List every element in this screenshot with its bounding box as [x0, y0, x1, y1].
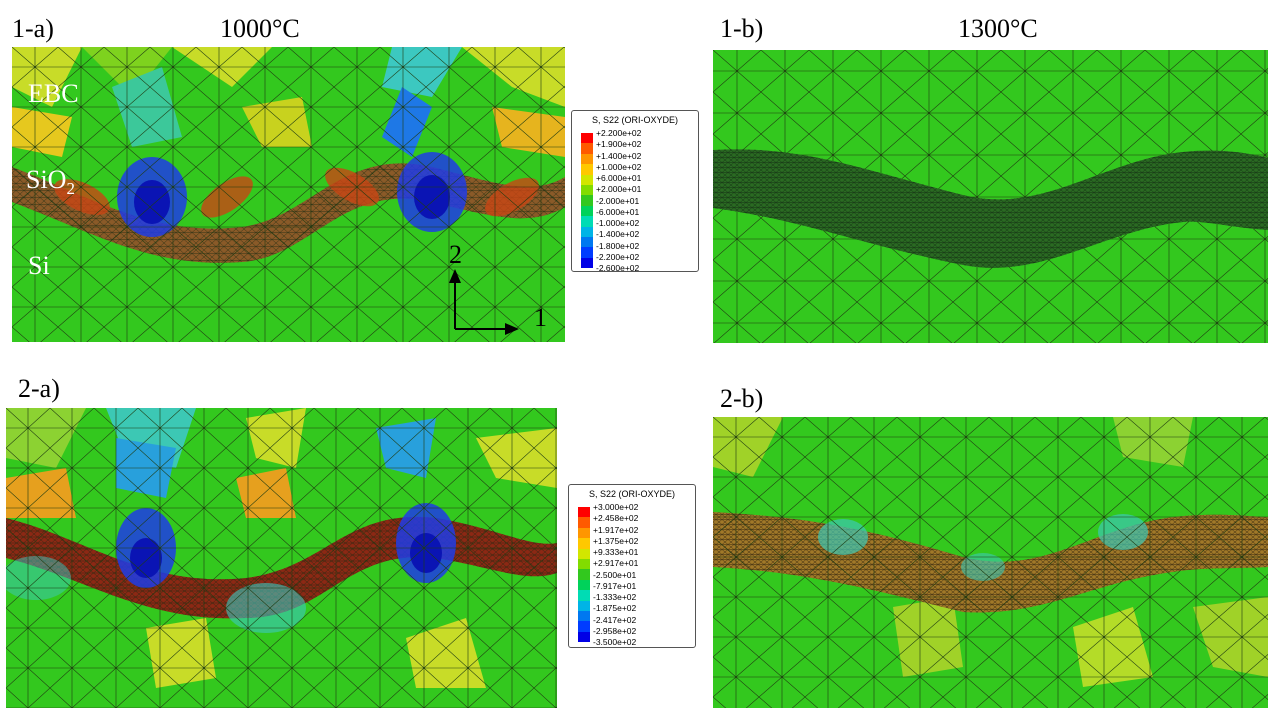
color-legend-1: S, S22 (ORI-OXYDE) +2.200e+02 +1.900e+02 +…	[571, 110, 699, 272]
legend-swatch	[578, 538, 590, 549]
legend-tick-label: -2.417e+02	[593, 614, 637, 625]
legend-swatch	[578, 579, 590, 591]
legend-swatch	[581, 216, 593, 227]
legend-swatch	[581, 153, 593, 165]
legend-tick-label: +6.000e+01	[596, 173, 642, 184]
temperature-label-1000: 1000°C	[220, 14, 300, 43]
legend-tick-label: -3.500e+02	[593, 637, 637, 648]
layer-label-sio2: SiO2	[26, 165, 75, 199]
legend-swatch	[578, 600, 590, 611]
stress-panel-2a	[6, 408, 557, 708]
layer-label-si: Si	[28, 251, 50, 280]
legend-tick-label: -2.000e+01	[596, 195, 640, 206]
legend-swatch	[578, 631, 590, 643]
legend-swatch	[578, 507, 590, 518]
legend-swatch	[581, 247, 593, 258]
legend-swatch	[578, 548, 590, 559]
legend-title-1: S, S22 (ORI-OXYDE)	[591, 115, 679, 125]
legend-swatch	[581, 133, 593, 144]
color-legend-2: S, S22 (ORI-OXYDE) +3.000e+02 +2.458e+02 +…	[568, 484, 696, 648]
legend-tick-label: +2.000e+01	[596, 184, 642, 195]
legend-tick-label: +3.000e+02	[593, 502, 639, 512]
legend-tick-label: -2.600e+02	[596, 263, 640, 274]
legend-swatch	[578, 569, 590, 580]
sio2-subscript: 2	[66, 179, 75, 199]
legend-swatch	[581, 237, 593, 248]
legend-swatch	[581, 226, 593, 237]
legend-swatch	[581, 185, 593, 196]
legend-tick-label: +2.917e+01	[593, 558, 639, 569]
legend-tick-label: -1.400e+02	[596, 229, 640, 240]
stress-panel-1b	[713, 50, 1268, 343]
legend-tick-label: -1.875e+02	[593, 603, 637, 614]
mesh-1b	[713, 50, 1268, 343]
panel-label-1a: 1-a)	[12, 14, 54, 43]
legend-tick-label: -7.917e+01	[593, 580, 637, 591]
legend-swatch	[581, 143, 593, 154]
legend-tick-label: +2.458e+02	[593, 513, 639, 524]
legend-tick-label: +9.333e+01	[593, 547, 639, 558]
legend-tick-label: -1.800e+02	[596, 240, 640, 251]
sio2-text: SiO	[26, 165, 67, 194]
legend-swatch	[581, 174, 593, 185]
temperature-label-1300: 1300°C	[958, 14, 1038, 43]
mesh-2b	[713, 417, 1268, 708]
legend-tick-label: -1.333e+02	[593, 592, 637, 603]
axis-label-1: 1	[534, 303, 547, 332]
panel-label-2b: 2-b)	[720, 384, 764, 413]
legend-tick-label: +1.917e+02	[593, 524, 639, 535]
legend-swatch	[581, 195, 593, 206]
legend-tick-label: +1.375e+02	[593, 535, 639, 546]
legend-tick-label: -2.958e+02	[593, 625, 637, 636]
legend-tick-label: -1.000e+02	[596, 218, 640, 229]
legend-tick-label: +2.200e+02	[596, 128, 642, 138]
stress-panel-1a: EBC SiO2 Si 2 1	[12, 47, 565, 342]
legend-swatch	[578, 559, 590, 570]
legend-swatch	[581, 164, 593, 175]
axis-label-2: 2	[449, 240, 462, 269]
legend-swatch	[581, 205, 593, 217]
legend-tick-label: -2.200e+02	[596, 251, 640, 262]
mesh-2a	[6, 408, 557, 708]
mesh-1a	[12, 47, 565, 342]
legend-swatch	[578, 527, 590, 539]
legend-tick-label: +1.900e+02	[596, 139, 642, 150]
panel-label-1b: 1-b)	[720, 14, 764, 43]
stress-panel-2b	[713, 417, 1268, 708]
layer-label-ebc: EBC	[28, 79, 79, 108]
legend-tick-label: -6.000e+01	[596, 206, 640, 217]
legend-title-2: S, S22 (ORI-OXYDE)	[588, 489, 676, 499]
legend-swatch	[578, 590, 590, 601]
legend-swatch	[578, 517, 590, 528]
panel-label-2a: 2-a)	[18, 374, 60, 403]
legend-swatch	[578, 611, 590, 622]
legend-swatch	[578, 621, 590, 632]
legend-tick-label: -2.500e+01	[593, 569, 637, 580]
legend-swatch	[581, 257, 593, 269]
legend-tick-label: +1.400e+02	[596, 150, 642, 161]
legend-tick-label: +1.000e+02	[596, 161, 642, 172]
